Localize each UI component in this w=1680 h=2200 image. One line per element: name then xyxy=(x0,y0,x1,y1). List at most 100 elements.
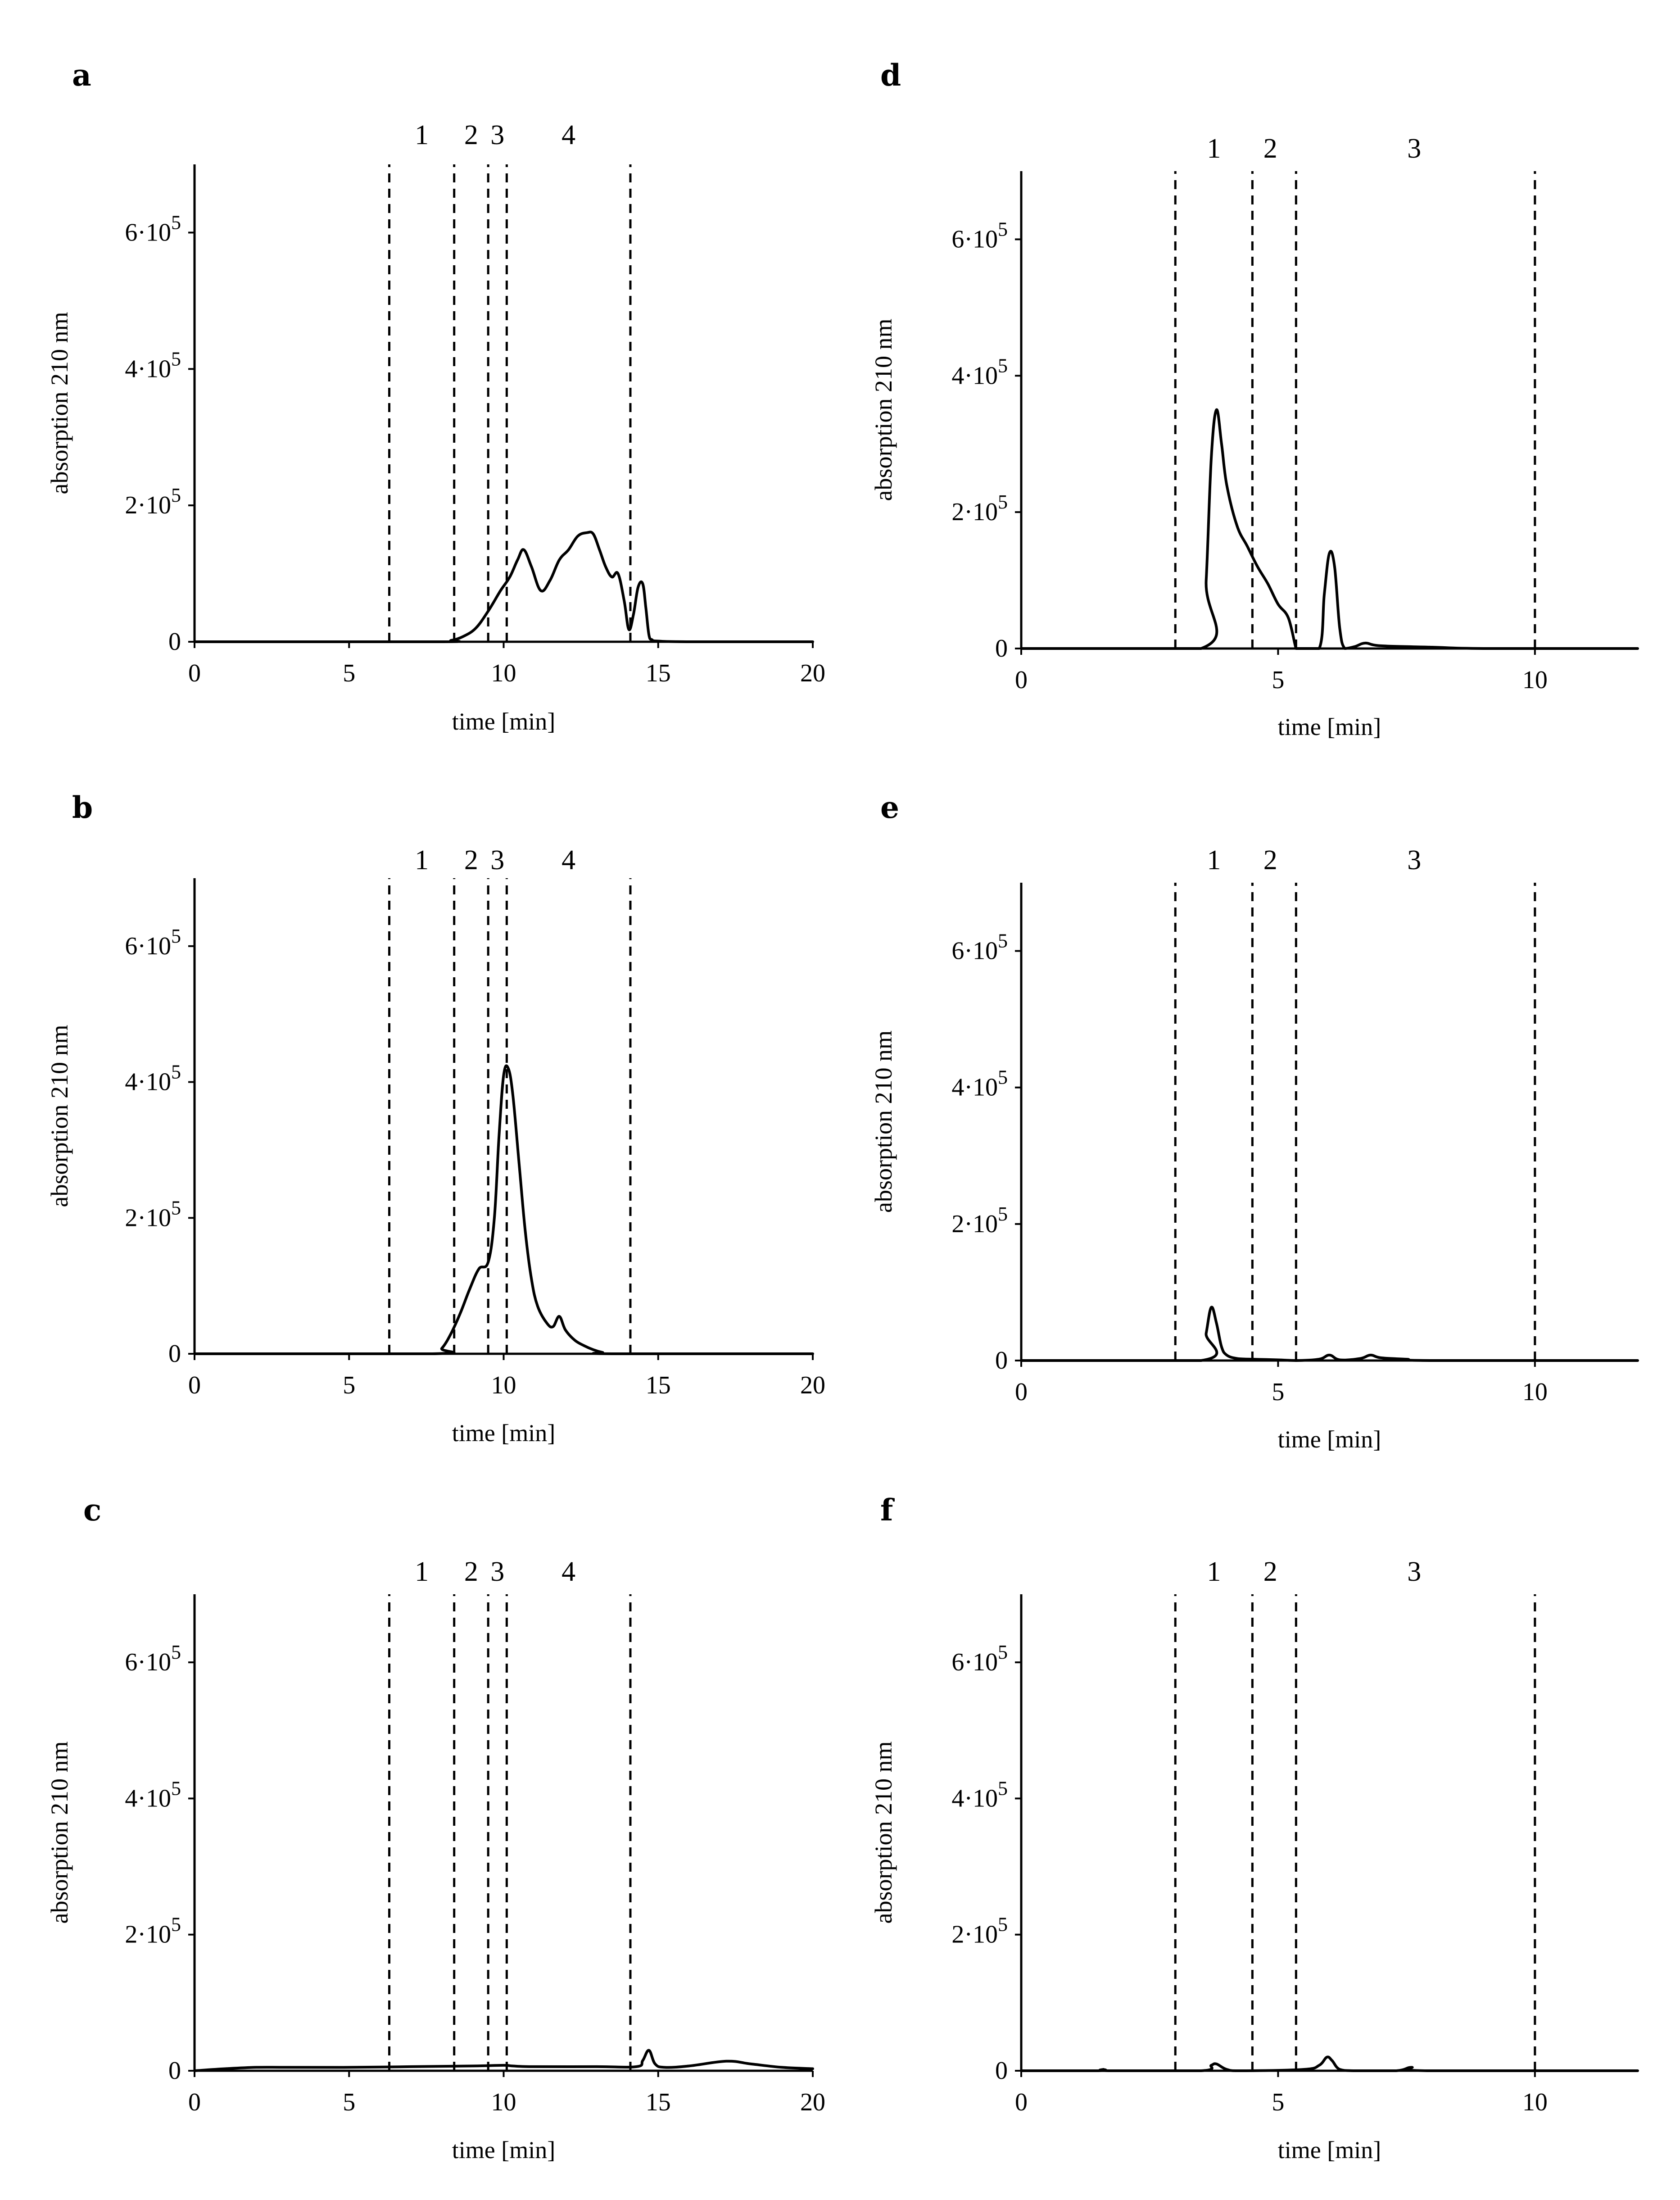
x-tick-label: 5 xyxy=(343,1371,355,1399)
y-axis-title: absorption 210 nm xyxy=(46,312,73,494)
y-tick-exponent: 5 xyxy=(171,1197,181,1219)
fraction-label: 3 xyxy=(490,1556,504,1587)
fraction-label: 2 xyxy=(464,1556,478,1587)
y-tick-label: 0 xyxy=(995,635,1008,662)
x-tick-label: 0 xyxy=(1015,1378,1028,1406)
y-tick-mantissa: 4·10 xyxy=(951,1784,998,1812)
x-tick-label: 0 xyxy=(188,1371,201,1399)
x-tick-label: 10 xyxy=(1522,1378,1548,1406)
y-tick-exponent: 5 xyxy=(171,1061,181,1083)
x-tick-label: 10 xyxy=(491,2088,516,2116)
y-tick-exponent: 5 xyxy=(998,1066,1008,1089)
y-tick-label: 2·105 xyxy=(125,1197,181,1232)
y-axis-title: absorption 210 nm xyxy=(46,1025,73,1207)
y-tick-mantissa: 2·10 xyxy=(951,1921,998,1949)
chromatogram-trace xyxy=(193,2049,814,2072)
y-tick-exponent: 5 xyxy=(171,925,181,947)
x-tick-label: 5 xyxy=(1272,2088,1284,2116)
y-tick-label: 0 xyxy=(168,628,181,656)
x-axis-title: time [min] xyxy=(1278,1426,1381,1453)
x-tick-label: 20 xyxy=(800,2088,825,2116)
x-axis-title: time [min] xyxy=(452,2136,555,2164)
y-tick-label: 0 xyxy=(995,1347,1008,1374)
x-tick-label: 10 xyxy=(1522,2088,1548,2116)
y-tick-label: 0 xyxy=(995,2057,1008,2085)
y-tick-exponent: 5 xyxy=(998,1777,1008,1799)
fraction-label: 1 xyxy=(1207,845,1221,875)
x-tick-label: 20 xyxy=(800,1371,825,1399)
x-tick-label: 5 xyxy=(343,2088,355,2116)
y-tick-mantissa: 2·10 xyxy=(125,1204,171,1232)
fraction-label: 1 xyxy=(1207,1556,1221,1587)
y-tick-mantissa: 6·10 xyxy=(951,1648,998,1676)
y-tick-exponent: 5 xyxy=(998,930,1008,952)
y-tick-label: 4·105 xyxy=(951,354,1008,390)
y-tick-exponent: 5 xyxy=(171,348,181,370)
y-tick-mantissa: 0 xyxy=(168,2057,181,2085)
y-tick-exponent: 5 xyxy=(998,491,1008,513)
y-tick-exponent: 5 xyxy=(998,1203,1008,1225)
y-tick-mantissa: 4·10 xyxy=(125,1068,171,1096)
fraction-label: 1 xyxy=(415,845,429,875)
y-tick-label: 0 xyxy=(168,1340,181,1368)
y-tick-exponent: 5 xyxy=(171,484,181,506)
y-tick-label: 2·105 xyxy=(951,491,1008,526)
x-tick-label: 10 xyxy=(491,1371,516,1399)
x-axis-title: time [min] xyxy=(452,708,555,735)
panel-letter: c xyxy=(83,1492,101,1528)
y-axis-title: absorption 210 nm xyxy=(870,1742,897,1924)
fraction-label: 2 xyxy=(464,845,478,875)
fraction-label: 1 xyxy=(415,1556,429,1587)
y-tick-label: 4·105 xyxy=(951,1066,1008,1102)
fraction-label: 2 xyxy=(1263,133,1277,164)
x-axis-title: time [min] xyxy=(1278,2136,1381,2164)
y-tick-exponent: 5 xyxy=(171,1777,181,1799)
x-tick-label: 0 xyxy=(1015,666,1028,694)
x-tick-label: 15 xyxy=(646,1371,671,1399)
y-tick-mantissa: 6·10 xyxy=(125,1648,171,1676)
x-tick-label: 0 xyxy=(188,659,201,687)
y-tick-mantissa: 2·10 xyxy=(125,491,171,519)
y-tick-mantissa: 6·10 xyxy=(951,225,998,253)
chromatogram-trace xyxy=(1020,1306,1639,1362)
y-tick-mantissa: 0 xyxy=(995,2057,1008,2085)
x-tick-label: 5 xyxy=(1272,1378,1284,1406)
x-axis-title: time [min] xyxy=(452,1420,555,1447)
y-axis-title: absorption 210 nm xyxy=(46,1742,73,1924)
y-tick-label: 6·105 xyxy=(125,1641,181,1676)
y-tick-exponent: 5 xyxy=(171,1641,181,1663)
fraction-label: 3 xyxy=(490,845,504,875)
y-tick-mantissa: 4·10 xyxy=(951,362,998,390)
y-tick-mantissa: 6·10 xyxy=(125,932,171,960)
y-tick-mantissa: 4·10 xyxy=(125,355,171,383)
y-tick-mantissa: 2·10 xyxy=(125,1921,171,1949)
x-axis-title: time [min] xyxy=(1278,713,1381,740)
fraction-label: 1 xyxy=(415,120,429,150)
y-tick-label: 4·105 xyxy=(125,1777,181,1812)
panel-letter: e xyxy=(880,790,899,825)
y-tick-mantissa: 2·10 xyxy=(951,1210,998,1238)
fraction-label: 1 xyxy=(1207,133,1221,164)
y-tick-exponent: 5 xyxy=(171,211,181,233)
y-axis-title: absorption 210 nm xyxy=(870,319,897,501)
y-tick-mantissa: 2·10 xyxy=(951,498,998,526)
y-tick-label: 2·105 xyxy=(951,1914,1008,1949)
y-tick-label: 6·105 xyxy=(951,930,1008,965)
x-tick-label: 15 xyxy=(646,659,671,687)
y-tick-label: 2·105 xyxy=(125,484,181,519)
chromatogram-trace xyxy=(193,531,814,644)
x-tick-label: 0 xyxy=(188,2088,201,2116)
y-tick-exponent: 5 xyxy=(998,1914,1008,1936)
y-tick-mantissa: 0 xyxy=(168,628,181,656)
x-tick-label: 10 xyxy=(491,659,516,687)
x-tick-label: 5 xyxy=(1272,666,1284,694)
fraction-label: 3 xyxy=(1407,845,1421,875)
y-tick-mantissa: 6·10 xyxy=(951,937,998,965)
y-tick-mantissa: 0 xyxy=(168,1340,181,1368)
y-tick-exponent: 5 xyxy=(998,218,1008,240)
